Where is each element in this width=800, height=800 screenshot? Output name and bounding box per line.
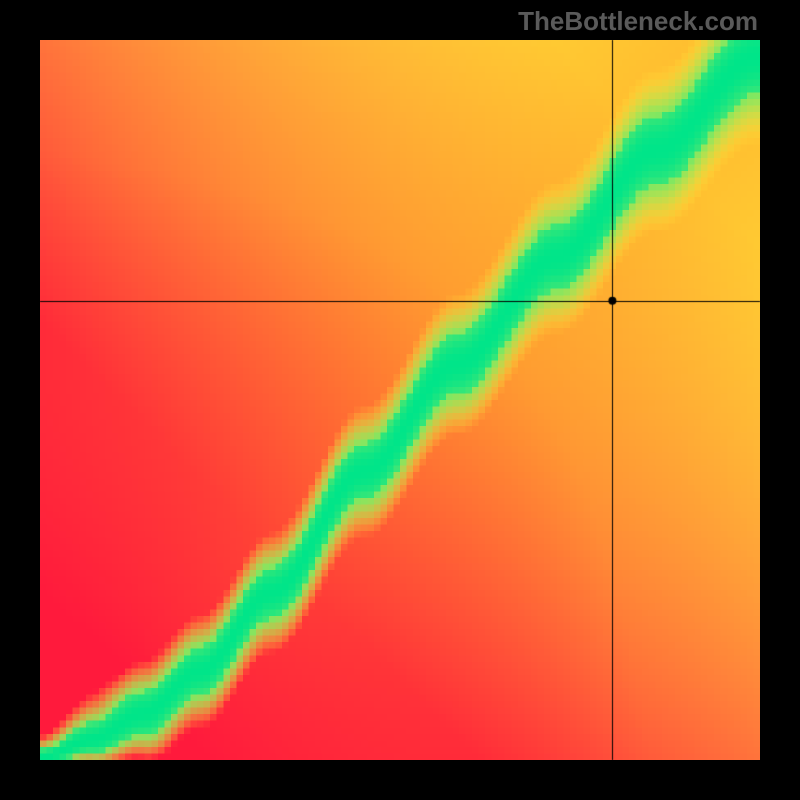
chart-container: TheBottleneck.com bbox=[0, 0, 800, 800]
watermark-text: TheBottleneck.com bbox=[518, 6, 758, 37]
crosshair-overlay bbox=[0, 0, 800, 800]
